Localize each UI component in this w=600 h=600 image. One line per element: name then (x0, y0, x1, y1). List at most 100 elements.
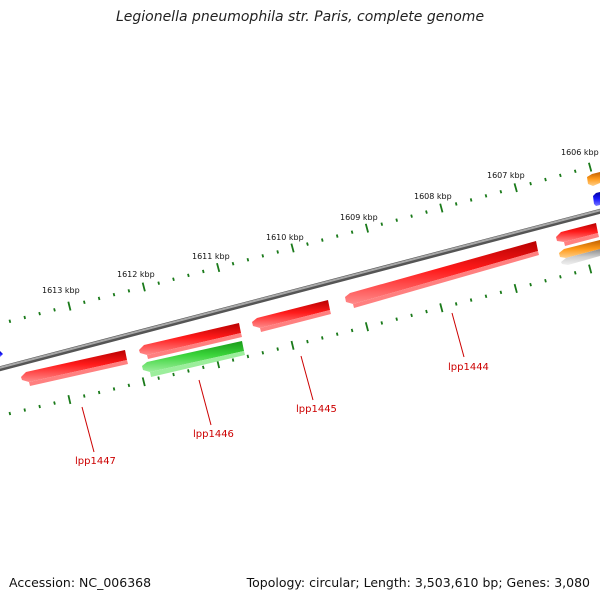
ruler-minor-tick (425, 309, 428, 314)
ruler-minor-tick (350, 328, 354, 333)
ruler-major-tick (439, 203, 444, 213)
gene-lpp1444[interactable] (345, 241, 539, 308)
ruler-major-tick (141, 282, 146, 292)
ruler-minor-tick (112, 292, 116, 297)
ruler-minor-tick (261, 254, 265, 258)
ruler-label: 1608 kbp (414, 192, 452, 201)
gene-lpp1446[interactable] (142, 341, 245, 377)
ruler-minor-tick (202, 365, 205, 370)
ruler-minor-tick (23, 315, 26, 320)
ruler-minor-tick (484, 294, 488, 299)
ruler-minor-tick (38, 404, 41, 409)
ruler-minor-tick (53, 308, 56, 312)
map-title: Legionella pneumophila str. Paris, compl… (115, 9, 485, 25)
ruler-minor-tick (157, 281, 160, 285)
gene-lpp1445[interactable] (252, 300, 331, 332)
ruler-minor-tick (8, 319, 12, 324)
ruler-minor-tick (112, 387, 116, 391)
gene-edge-gray[interactable] (561, 249, 600, 265)
ruler-minor-tick (454, 202, 458, 206)
ruler-minor-tick (8, 411, 12, 416)
label-leader-lpp1447 (81, 406, 95, 453)
gene-label: lpp1446 (193, 429, 234, 440)
ruler-label: 1612 kbp (117, 270, 155, 279)
ruler-minor-tick (172, 277, 175, 282)
ruler-minor-tick (38, 311, 41, 316)
gene-edge-orange-lower[interactable] (559, 240, 600, 258)
gene-edge-orange-upper[interactable] (587, 172, 600, 186)
label-leader-lpp1446 (198, 379, 212, 426)
ruler-ticks-outer (8, 162, 593, 324)
ruler-minor-tick (454, 302, 458, 306)
gene-edge-red[interactable] (556, 223, 599, 246)
ruler-minor-tick (97, 296, 101, 301)
ruler-minor-tick (276, 250, 279, 254)
ruler-major-tick (364, 223, 369, 233)
ruler-minor-tick (97, 390, 101, 395)
ruler-minor-tick (529, 282, 532, 287)
ruler-minor-tick (276, 347, 279, 351)
ruler-label: 1613 kbp (42, 286, 80, 295)
ruler-minor-tick (157, 376, 160, 380)
ruler-minor-tick (53, 401, 56, 405)
gene-lpp1447[interactable] (21, 350, 128, 386)
gene-edge-blue-left[interactable] (0, 351, 3, 357)
ruler-major-tick (67, 394, 72, 405)
label-leader-lpp1444 (451, 312, 465, 358)
accession-text: Accession: NC_006368 (9, 575, 152, 590)
ruler-major-tick (513, 283, 518, 294)
genome-backbone-highlight (0, 209, 600, 369)
ruler-minor-tick (559, 173, 562, 178)
ruler-minor-tick (187, 273, 190, 278)
ruler-minor-tick (380, 321, 384, 325)
ruler-minor-tick (83, 394, 86, 398)
ruler-label: 1610 kbp (266, 233, 304, 242)
ruler-minor-tick (187, 369, 190, 373)
ruler-minor-tick (573, 271, 577, 275)
ruler-minor-tick (410, 313, 413, 318)
ruler-minor-tick (350, 230, 354, 234)
gene-edge-blue[interactable] (593, 192, 600, 206)
ruler-major-tick (588, 162, 593, 172)
ruler-minor-tick (544, 177, 547, 182)
ruler-minor-tick (202, 269, 205, 274)
ruler-minor-tick (246, 354, 250, 359)
ruler-major-tick (141, 377, 146, 387)
ruler-major-tick (67, 301, 72, 311)
ruler-minor-tick (469, 298, 473, 302)
genome-summary-text: Topology: circular; Length: 3,503,610 bp… (246, 575, 590, 590)
ruler-major-tick (439, 303, 444, 313)
gene-label: lpp1444 (448, 362, 489, 373)
ruler-minor-tick (83, 300, 86, 305)
ruler-label: 1607 kbp (487, 171, 525, 180)
ruler-major-tick (290, 243, 295, 253)
label-leader-lpp1445 (300, 355, 314, 401)
gene-unlabeled-red[interactable] (139, 323, 242, 359)
ruler-minor-tick (573, 169, 577, 174)
ruler-ticks-inner (8, 264, 593, 416)
ruler-major-tick (216, 262, 221, 273)
ruler-minor-tick (261, 350, 265, 355)
ruler-major-tick (588, 264, 593, 274)
ruler-minor-tick (410, 214, 413, 218)
ruler-minor-tick (544, 278, 547, 283)
ruler-minor-tick (395, 317, 398, 321)
ruler-minor-tick (499, 290, 503, 295)
ruler-minor-tick (395, 218, 398, 222)
ruler-minor-tick (484, 194, 488, 198)
ruler-minor-tick (127, 383, 131, 388)
ruler-label: 1611 kbp (192, 252, 230, 261)
ruler-minor-tick (306, 339, 309, 344)
ruler-minor-tick (231, 261, 235, 266)
ruler-minor-tick (559, 275, 562, 279)
ruler-major-tick (290, 340, 295, 350)
ruler-minor-tick (529, 181, 532, 186)
ruler-label: 1606 kbp (561, 148, 599, 157)
ruler-minor-tick (425, 210, 428, 214)
ruler-minor-tick (380, 222, 384, 226)
ruler-minor-tick (172, 372, 175, 377)
ruler-minor-tick (23, 408, 26, 412)
ruler-minor-tick (246, 257, 250, 262)
ruler-minor-tick (469, 198, 473, 202)
